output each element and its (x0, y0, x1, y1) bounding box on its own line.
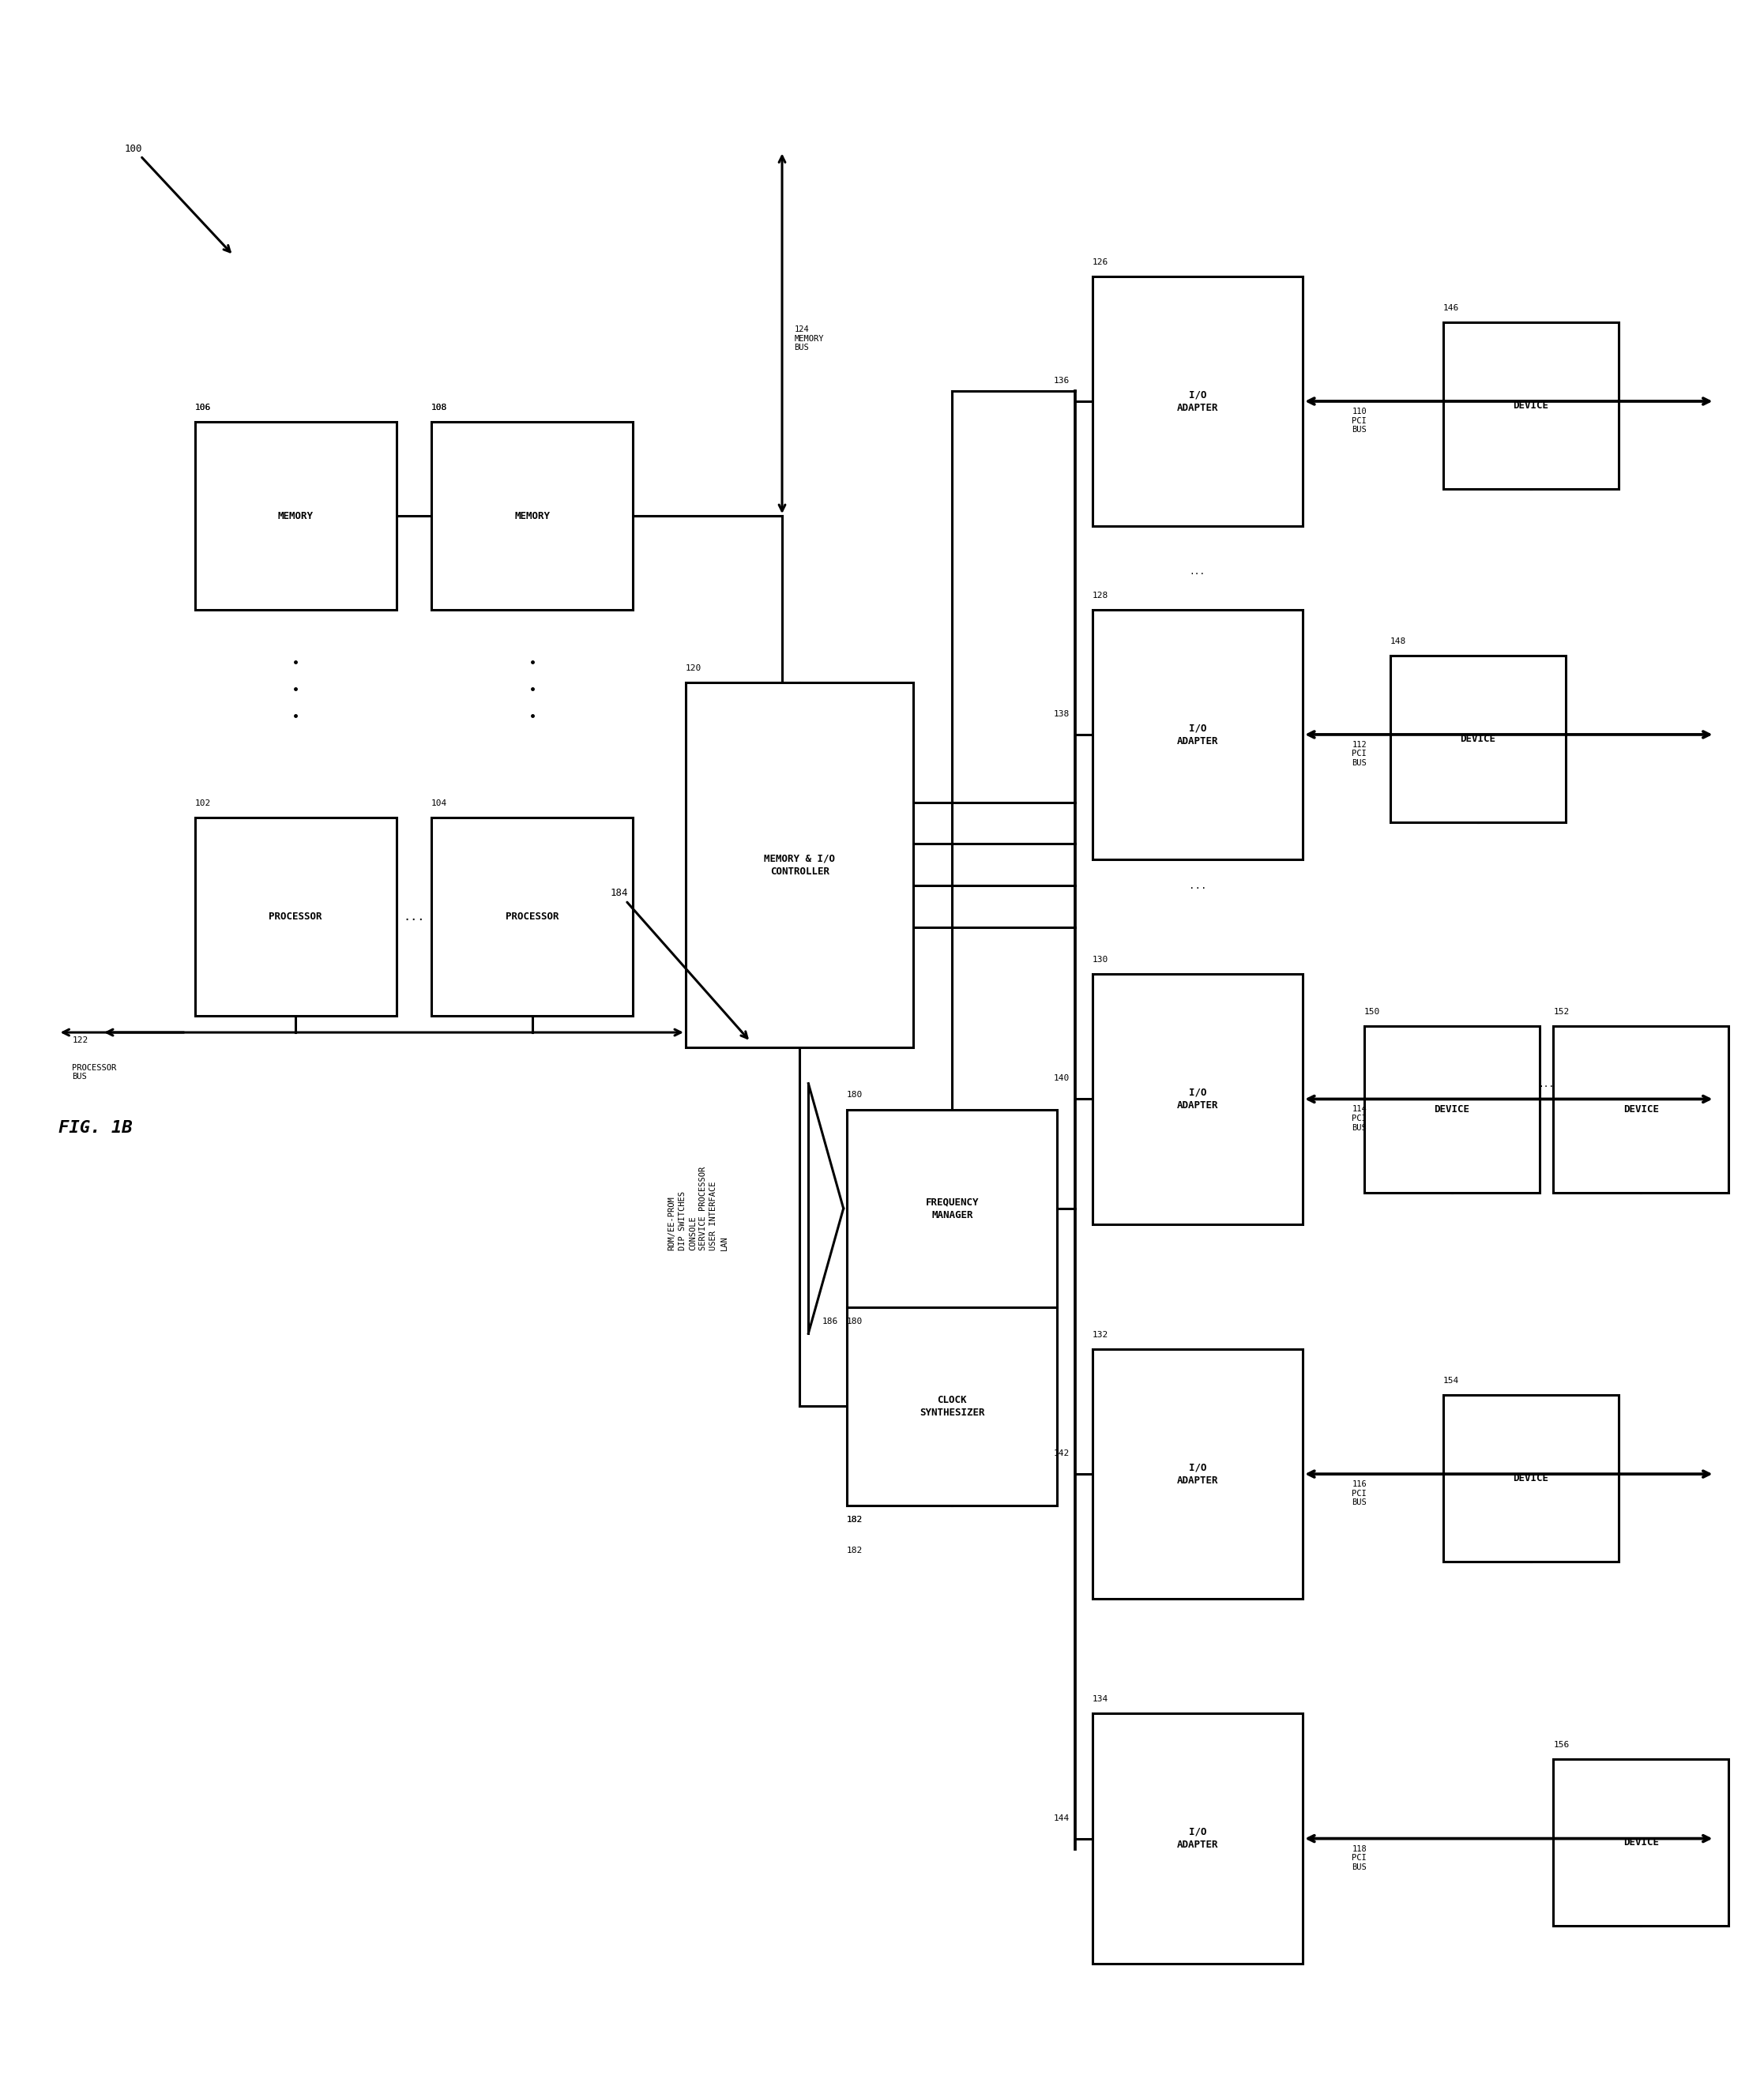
FancyBboxPatch shape (1443, 322, 1618, 488)
FancyBboxPatch shape (1390, 655, 1566, 823)
Text: MEMORY: MEMORY (279, 511, 314, 521)
Text: 142: 142 (1053, 1449, 1069, 1457)
FancyBboxPatch shape (847, 1110, 1057, 1307)
Text: 152: 152 (1554, 1007, 1570, 1016)
Text: 186: 186 (822, 1317, 838, 1326)
Text: 184: 184 (610, 888, 748, 1039)
Text: PROCESSOR: PROCESSOR (506, 911, 559, 921)
Text: 150: 150 (1364, 1007, 1379, 1016)
Text: 116
PCI
BUS: 116 PCI BUS (1351, 1480, 1367, 1506)
Text: FIG. 1B: FIG. 1B (58, 1120, 132, 1135)
Text: 112
PCI
BUS: 112 PCI BUS (1351, 741, 1367, 766)
Text: 180: 180 (847, 1317, 863, 1326)
Text: 122: 122 (72, 1037, 88, 1045)
Text: DEVICE: DEVICE (1623, 1104, 1658, 1114)
Text: 108: 108 (432, 404, 448, 413)
FancyBboxPatch shape (1364, 1026, 1540, 1194)
Text: 132: 132 (1092, 1330, 1108, 1338)
Text: FREQUENCY
MANAGER: FREQUENCY MANAGER (926, 1198, 979, 1221)
FancyBboxPatch shape (1092, 609, 1304, 859)
FancyBboxPatch shape (194, 423, 397, 609)
Text: 106: 106 (194, 404, 212, 413)
Text: I/O
ADAPTER: I/O ADAPTER (1177, 389, 1219, 413)
Text: 134: 134 (1092, 1696, 1108, 1702)
Text: PROCESSOR: PROCESSOR (268, 911, 323, 921)
Text: ...: ... (1189, 567, 1205, 576)
FancyBboxPatch shape (432, 423, 633, 609)
Text: 136: 136 (1053, 377, 1069, 385)
Text: DEVICE: DEVICE (1514, 1472, 1549, 1483)
Text: MEMORY: MEMORY (515, 511, 550, 521)
Text: 130: 130 (1092, 955, 1108, 963)
Text: 108: 108 (432, 404, 448, 413)
Text: 138: 138 (1053, 710, 1069, 718)
FancyBboxPatch shape (1443, 1395, 1618, 1562)
Text: DEVICE: DEVICE (1514, 400, 1549, 410)
Text: 144: 144 (1053, 1813, 1069, 1822)
FancyBboxPatch shape (1092, 276, 1304, 526)
Text: 100: 100 (125, 142, 229, 251)
Text: DEVICE: DEVICE (1623, 1839, 1658, 1847)
Text: I/O
ADAPTER: I/O ADAPTER (1177, 722, 1219, 745)
Text: 104: 104 (432, 800, 448, 808)
FancyBboxPatch shape (686, 683, 914, 1047)
FancyBboxPatch shape (1092, 1713, 1304, 1964)
FancyBboxPatch shape (194, 819, 397, 1016)
Text: MEMORY & I/O
CONTROLLER: MEMORY & I/O CONTROLLER (764, 852, 834, 877)
Text: 118
PCI
BUS: 118 PCI BUS (1351, 1845, 1367, 1872)
Text: CLOCK
SYNTHESIZER: CLOCK SYNTHESIZER (919, 1395, 984, 1418)
Text: ...: ... (404, 911, 425, 923)
FancyBboxPatch shape (1554, 1759, 1729, 1926)
Text: I/O
ADAPTER: I/O ADAPTER (1177, 1087, 1219, 1110)
Text: 124
MEMORY
BUS: 124 MEMORY BUS (794, 327, 824, 352)
Text: DEVICE: DEVICE (1434, 1104, 1469, 1114)
FancyBboxPatch shape (432, 819, 633, 1016)
Text: 110
PCI
BUS: 110 PCI BUS (1351, 408, 1367, 433)
FancyBboxPatch shape (1092, 1349, 1304, 1600)
Text: ...: ... (1189, 879, 1207, 890)
Text: ...: ... (1538, 1081, 1554, 1089)
Text: 114
PCI
BUS: 114 PCI BUS (1351, 1106, 1367, 1131)
FancyBboxPatch shape (847, 1307, 1057, 1506)
Text: 140: 140 (1053, 1074, 1069, 1083)
Text: 154: 154 (1443, 1376, 1459, 1384)
Text: ROM/EE-PROM
DIP SWITCHES
CONSOLE
SERVICE PROCESSOR
USER INTERFACE
LAN: ROM/EE-PROM DIP SWITCHES CONSOLE SERVICE… (669, 1166, 729, 1250)
Text: 148: 148 (1390, 637, 1406, 645)
Text: DEVICE: DEVICE (1461, 733, 1496, 743)
Text: 146: 146 (1443, 304, 1459, 312)
Text: 180: 180 (847, 1091, 863, 1099)
Text: I/O
ADAPTER: I/O ADAPTER (1177, 1462, 1219, 1485)
Text: 126: 126 (1092, 258, 1108, 266)
Text: 182: 182 (847, 1516, 863, 1524)
Text: 120: 120 (686, 664, 702, 672)
Text: PROCESSOR
BUS: PROCESSOR BUS (72, 1064, 116, 1081)
Text: 182: 182 (847, 1516, 863, 1524)
Text: 128: 128 (1092, 591, 1108, 599)
Text: 102: 102 (194, 800, 212, 808)
Text: I/O
ADAPTER: I/O ADAPTER (1177, 1826, 1219, 1851)
FancyBboxPatch shape (1092, 974, 1304, 1225)
Text: 106: 106 (194, 404, 212, 413)
Text: 156: 156 (1554, 1740, 1570, 1748)
Text: 182: 182 (847, 1547, 863, 1556)
FancyBboxPatch shape (1554, 1026, 1729, 1194)
